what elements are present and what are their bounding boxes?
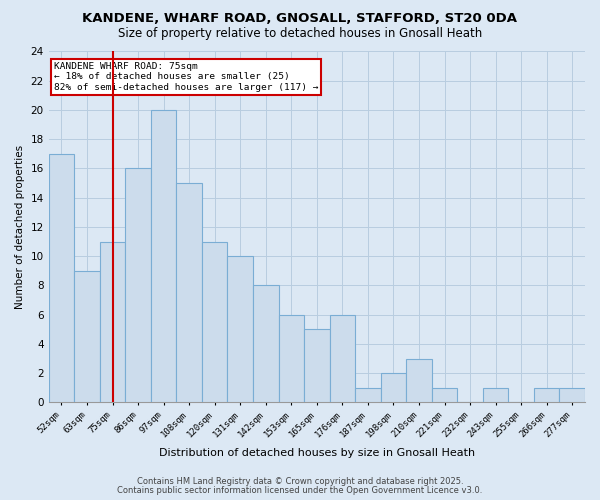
Bar [227, 256, 253, 402]
Text: KANDENE WHARF ROAD: 75sqm
← 18% of detached houses are smaller (25)
82% of semi-: KANDENE WHARF ROAD: 75sqm ← 18% of detac… [54, 62, 319, 92]
Bar [380, 373, 406, 402]
Bar [559, 388, 585, 402]
Bar [432, 388, 457, 402]
Text: Contains HM Land Registry data © Crown copyright and database right 2025.: Contains HM Land Registry data © Crown c… [137, 477, 463, 486]
Bar [49, 154, 74, 402]
Bar [74, 271, 100, 402]
Bar [355, 388, 380, 402]
Text: KANDENE, WHARF ROAD, GNOSALL, STAFFORD, ST20 0DA: KANDENE, WHARF ROAD, GNOSALL, STAFFORD, … [83, 12, 517, 26]
Bar [202, 242, 227, 402]
Bar [304, 330, 329, 402]
Bar [100, 242, 125, 402]
Bar [329, 314, 355, 402]
Bar [253, 286, 278, 403]
Bar [406, 358, 432, 403]
Bar [534, 388, 559, 402]
Y-axis label: Number of detached properties: Number of detached properties [15, 145, 25, 309]
Bar [176, 183, 202, 402]
X-axis label: Distribution of detached houses by size in Gnosall Heath: Distribution of detached houses by size … [159, 448, 475, 458]
Text: Size of property relative to detached houses in Gnosall Heath: Size of property relative to detached ho… [118, 28, 482, 40]
Bar [151, 110, 176, 403]
Bar [483, 388, 508, 402]
Text: Contains public sector information licensed under the Open Government Licence v3: Contains public sector information licen… [118, 486, 482, 495]
Bar [125, 168, 151, 402]
Bar [278, 314, 304, 402]
